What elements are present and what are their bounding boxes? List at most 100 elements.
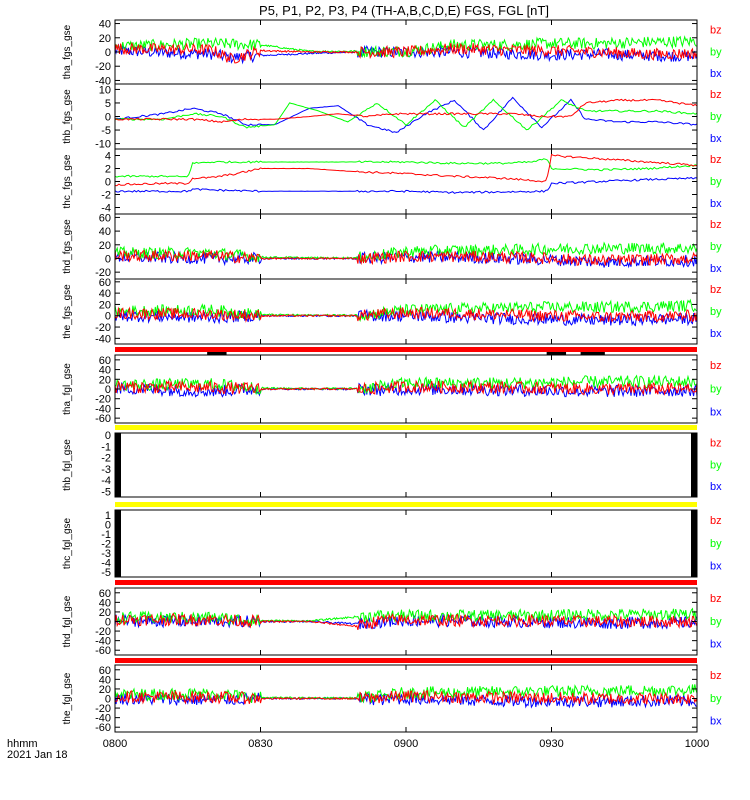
legend-by: by bbox=[710, 459, 722, 471]
y-tick-label: 60 bbox=[99, 665, 111, 677]
y-tick-label: 0 bbox=[105, 384, 111, 396]
y-tick-label: 40 bbox=[99, 674, 111, 686]
y-tick-label: 40 bbox=[99, 226, 111, 238]
y-tick-label: 1 bbox=[105, 510, 111, 522]
y-tick-label: -40 bbox=[95, 75, 111, 87]
y-tick-label: -20 bbox=[95, 703, 111, 715]
y-tick-label: 20 bbox=[99, 299, 111, 311]
y-tick-label: 20 bbox=[99, 684, 111, 696]
legend-by: by bbox=[710, 306, 722, 318]
y-tick-label: 40 bbox=[99, 597, 111, 609]
y-tick-label: 40 bbox=[99, 288, 111, 300]
series-bx bbox=[115, 176, 697, 194]
y-tick-label: 20 bbox=[99, 33, 111, 45]
y-tick-label: 60 bbox=[99, 277, 111, 289]
y-tick-label: 40 bbox=[99, 19, 111, 31]
panel-series bbox=[115, 96, 697, 133]
mode-marker-2 bbox=[546, 352, 567, 355]
y-tick-label: 20 bbox=[99, 607, 111, 619]
mode-marker-3 bbox=[580, 352, 605, 355]
y-axis-label: thd_fgl_gse bbox=[62, 595, 73, 647]
y-tick-label: 60 bbox=[99, 212, 111, 224]
series-bz bbox=[115, 379, 697, 396]
y-tick-label: 0 bbox=[105, 253, 111, 265]
legend-by: by bbox=[710, 383, 722, 395]
legend-by: by bbox=[710, 616, 722, 628]
y-axis-label: thb_fgs_gse bbox=[62, 89, 73, 144]
y-tick-label: -20 bbox=[95, 394, 111, 406]
y-tick-label: -60 bbox=[95, 413, 111, 425]
y-tick-label: -2 bbox=[101, 190, 111, 202]
y-tick-label: -5 bbox=[101, 567, 111, 579]
legend-by: by bbox=[710, 46, 722, 58]
series-by bbox=[115, 607, 697, 627]
x-tick-label: 0900 bbox=[394, 738, 418, 750]
y-tick-label: -1 bbox=[101, 441, 111, 453]
separator-bar-5 bbox=[115, 658, 697, 663]
x-tick-label: 0800 bbox=[103, 738, 127, 750]
y-tick-label: 0 bbox=[105, 112, 111, 124]
series-bz bbox=[115, 41, 697, 64]
y-tick-label: 5 bbox=[105, 98, 111, 110]
y-tick-label: -1 bbox=[101, 529, 111, 541]
y-axis-label: the_fgs_gse bbox=[62, 284, 73, 339]
separator-bar-2 bbox=[115, 425, 697, 430]
series-bz bbox=[115, 612, 697, 631]
series-bz bbox=[115, 153, 697, 187]
y-axis-label: tha_fgs_gse bbox=[62, 24, 73, 79]
y-tick-label: -5 bbox=[101, 125, 111, 137]
y-tick-label: -3 bbox=[101, 548, 111, 560]
legend-bx: bx bbox=[710, 133, 722, 145]
legend-bx: bx bbox=[710, 263, 722, 275]
legend-bz: bz bbox=[710, 154, 722, 166]
legend-bx: bx bbox=[710, 198, 722, 210]
legend-bz: bz bbox=[710, 360, 722, 372]
series-bz bbox=[115, 98, 697, 124]
y-tick-label: 0 bbox=[105, 694, 111, 706]
x-axis-ticks: 0800 0830 0900 0930 1000 bbox=[103, 20, 709, 750]
y-tick-label: 20 bbox=[99, 374, 111, 386]
panel-edge-fill-left bbox=[115, 433, 121, 497]
y-tick-label: -2 bbox=[101, 453, 111, 465]
legend-by: by bbox=[710, 538, 722, 550]
y-tick-label: 0 bbox=[105, 430, 111, 442]
y-tick-label: 10 bbox=[99, 84, 111, 96]
y-tick-label: -40 bbox=[95, 636, 111, 648]
legend-by: by bbox=[710, 111, 722, 123]
series-by bbox=[115, 298, 697, 323]
x-axis-label-units: hhmm bbox=[7, 738, 38, 750]
legend-bz: bz bbox=[710, 89, 722, 101]
x-tick-label: 1000 bbox=[685, 738, 709, 750]
legend-bz: bz bbox=[710, 670, 722, 682]
panel-series bbox=[115, 153, 697, 194]
legend-bz: bz bbox=[710, 25, 722, 37]
legend-bx: bx bbox=[710, 406, 722, 418]
series-by bbox=[115, 98, 697, 131]
series-bz bbox=[115, 248, 697, 266]
legend-bx: bx bbox=[710, 328, 722, 340]
legend-bz: bz bbox=[710, 438, 722, 450]
separator-bar-4 bbox=[115, 580, 697, 585]
y-tick-label: -10 bbox=[95, 139, 111, 151]
y-tick-label: 4 bbox=[105, 151, 111, 163]
legend-by: by bbox=[710, 176, 722, 188]
legend-bx: bx bbox=[710, 561, 722, 573]
y-tick-label: 20 bbox=[99, 240, 111, 252]
y-tick-label: -40 bbox=[95, 713, 111, 725]
panel-series bbox=[115, 298, 697, 327]
y-axis-label: thd_fgs_gse bbox=[62, 219, 73, 274]
y-tick-label: -4 bbox=[101, 558, 111, 570]
y-axis-label: thb_fgl_gse bbox=[62, 439, 73, 491]
legend-by: by bbox=[710, 693, 722, 705]
y-tick-label: -2 bbox=[101, 539, 111, 551]
separator-bar-3 bbox=[115, 502, 697, 507]
y-axis-label: thc_fgs_gse bbox=[62, 154, 73, 208]
legend-bz: bz bbox=[710, 515, 722, 527]
legend-bz: bz bbox=[710, 219, 722, 231]
x-tick-label: 0930 bbox=[539, 738, 563, 750]
y-tick-label: -20 bbox=[95, 322, 111, 334]
y-tick-label: 60 bbox=[99, 355, 111, 367]
mode-marker-1 bbox=[207, 352, 227, 355]
separator-bar-1 bbox=[115, 347, 697, 352]
